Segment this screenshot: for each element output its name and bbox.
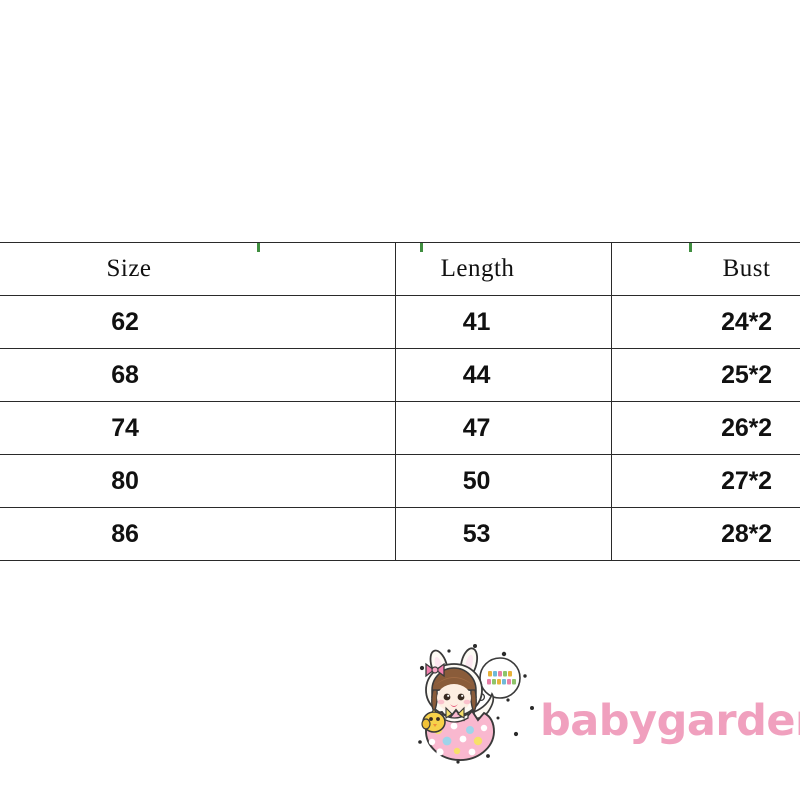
brand-logo: babygarden <box>412 638 800 773</box>
table-row: 62 41 24*2 0-3M <box>0 295 800 349</box>
column-header-size: Size <box>0 242 396 296</box>
easter-bunny-girl-in-egg-icon <box>418 644 534 764</box>
cell-size: 68 <box>0 348 396 402</box>
table-header-row: Size Length Bust Age <box>0 242 800 296</box>
cell-size: 74 <box>0 401 396 455</box>
divider-artifact <box>689 243 692 252</box>
chick-icon <box>421 709 446 733</box>
column-header-length: Length <box>395 242 612 296</box>
cell-size: 62 <box>0 295 396 349</box>
table-row: 74 47 26*2 6-9M <box>0 401 800 455</box>
divider-artifact <box>257 243 260 252</box>
cell-bust: 28*2 <box>611 507 800 561</box>
table-row: 80 50 27*2 9-12M <box>0 454 800 508</box>
cell-bust: 27*2 <box>611 454 800 508</box>
cell-length: 44 <box>395 348 612 402</box>
cell-length: 50 <box>395 454 612 508</box>
table-row: 68 44 25*2 3-6M <box>0 348 800 402</box>
column-header-bust: Bust <box>611 242 800 296</box>
cell-bust: 24*2 <box>611 295 800 349</box>
cell-length: 41 <box>395 295 612 349</box>
cell-length: 47 <box>395 401 612 455</box>
size-chart-table: Size Length Bust Age 62 41 24*2 0-3M 68 … <box>0 242 800 561</box>
happy-easter-text <box>487 671 516 685</box>
cell-bust: 25*2 <box>611 348 800 402</box>
cell-size: 80 <box>0 454 396 508</box>
brand-wordmark: babygarden <box>540 696 800 746</box>
divider-artifact <box>420 243 423 252</box>
pink-bow-icon <box>425 662 445 678</box>
table-row: 86 53 28*2 12-18M <box>0 507 800 561</box>
cell-bust: 26*2 <box>611 401 800 455</box>
cell-size: 86 <box>0 507 396 561</box>
cell-length: 53 <box>395 507 612 561</box>
